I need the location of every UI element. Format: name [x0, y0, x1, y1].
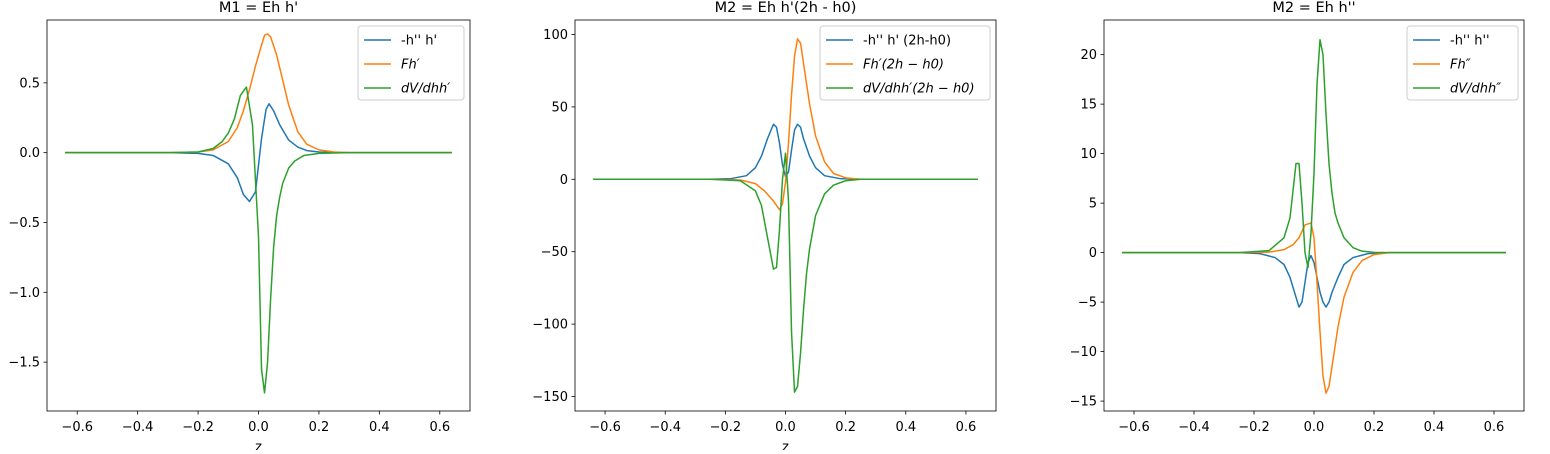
legend-label: Fh′(2h − h0): [863, 58, 944, 73]
y-tick-label: 0.5: [19, 76, 40, 91]
y-tick-label: −5: [1078, 296, 1097, 311]
x-tick-label: 0.0: [248, 420, 269, 435]
legend-label: Fh′: [401, 58, 420, 73]
y-tick-label: 15: [1080, 98, 1097, 113]
series-line-1: [593, 123, 978, 181]
x-tick-label: 0.6: [429, 420, 450, 435]
series-lines: [65, 33, 452, 394]
legend: -h'' h' (2h-h0) Fh′(2h − h0) dV/dhh′(2h − …: [819, 25, 991, 101]
series-line-2: [65, 33, 452, 154]
y-tick-label: 100: [543, 28, 568, 43]
y-tick-label: 50: [551, 100, 568, 115]
subplot-1: −0.6 −0.4 −0.2 0.0 0.2 0.4 0.6 −1.5 −1.0 −0.5 0.0 0…: [8, 0, 471, 454]
chart-title: M2 = Eh h'': [1272, 0, 1355, 16]
series-line-3: [65, 86, 452, 394]
x-tick-label: −0.2: [1238, 420, 1270, 435]
legend-label: dV/dhh′: [401, 82, 450, 97]
x-tick-label: −0.6: [61, 420, 93, 435]
legend-label: dV/dhh″: [1450, 82, 1501, 97]
chart-title: M2 = Eh h'(2h - h0): [715, 0, 857, 16]
series-line-3: [1122, 39, 1506, 269]
x-tick-label: 0.6: [1484, 420, 1505, 435]
x-axis-label: z: [782, 440, 789, 450]
x-tick-label: −0.6: [1118, 420, 1150, 435]
y-tick-label: −15: [1070, 395, 1097, 410]
x-tick-label: 0.0: [1304, 420, 1325, 435]
y-tick-label: −100: [532, 318, 568, 333]
y-tick-label: −50: [541, 245, 568, 260]
series-lines: [593, 38, 978, 393]
x-tick-label: −0.4: [649, 420, 681, 435]
y-tick-label: −150: [532, 390, 568, 405]
x-tick-label: 0.4: [1424, 420, 1445, 435]
y-tick-label: −1.0: [8, 286, 40, 301]
series-line-1: [65, 103, 452, 203]
y-tick-label: −0.5: [8, 216, 40, 231]
y-tick-label: −1.5: [8, 356, 40, 371]
x-tick-label: −0.4: [1178, 420, 1210, 435]
x-tick-label: −0.2: [182, 420, 214, 435]
series-lines: [1122, 39, 1506, 394]
subplot-2: −0.6 −0.4 −0.2 0.0 0.2 0.4 0.6 −150 −100 −50 0 50 10…: [532, 0, 997, 454]
series-line-1: [1122, 251, 1506, 308]
series-line-3: [593, 152, 978, 393]
y-tick-label: 0.0: [19, 146, 40, 161]
legend-box: [1406, 25, 1519, 101]
legend: -h'' h' Fh′ dV/dhh′: [357, 25, 465, 101]
x-tick-label: −0.2: [710, 420, 742, 435]
x-tick-label: 0.4: [895, 420, 916, 435]
y-tick-label: 10: [1080, 147, 1097, 162]
x-tick-label: 0.0: [775, 420, 796, 435]
y-tick-label: 0: [1089, 246, 1097, 261]
legend-box: [819, 25, 991, 101]
x-tick-label: 0.4: [369, 420, 390, 435]
y-tick-label: 0: [560, 173, 568, 188]
x-tick-label: −0.4: [122, 420, 154, 435]
x-tick-label: 0.2: [835, 420, 856, 435]
y-tick-label: 20: [1080, 48, 1097, 63]
x-axis-label: z: [255, 440, 262, 450]
legend-label: Fh″: [1450, 58, 1471, 73]
subplot-3: −0.6 −0.4 −0.2 0.0 0.2 0.4 0.6 −15 −10 −5 0 5 10 15 20…: [1070, 0, 1525, 435]
x-tick-label: 0.2: [1364, 420, 1385, 435]
x-tick-label: 0.2: [309, 420, 330, 435]
y-tick-label: 5: [1089, 197, 1097, 212]
legend-box: [357, 25, 465, 101]
chart-title: M1 = Eh h': [219, 0, 298, 16]
x-tick-label: −0.6: [589, 420, 621, 435]
y-tick-label: −10: [1070, 345, 1097, 360]
legend-label: -h'' h'': [1450, 34, 1490, 49]
series-line-2: [593, 38, 978, 211]
legend-label: -h'' h' (2h-h0): [863, 34, 951, 49]
series-line-2: [1122, 222, 1506, 394]
legend-label: -h'' h': [401, 34, 437, 49]
legend-label: dV/dhh′(2h − h0): [863, 82, 975, 97]
x-tick-label: 0.6: [956, 420, 977, 435]
legend: -h'' h'' Fh″ dV/dhh″: [1406, 25, 1519, 101]
